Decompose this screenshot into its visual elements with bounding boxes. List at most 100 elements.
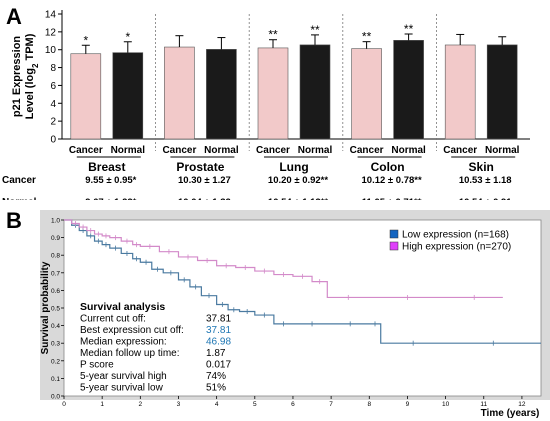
summary-label: 5-year survival high xyxy=(80,371,167,382)
y-tick-label: 0.2 xyxy=(51,358,60,365)
x-tick-label: 11 xyxy=(480,401,487,408)
y-tick-label: 0.6 xyxy=(51,288,60,295)
table-cell-normal: 10.54 ± 1.12** xyxy=(268,197,328,200)
legend-label-high: High expression (n=270) xyxy=(402,242,511,253)
y-tick-label: 4 xyxy=(50,99,56,110)
bar-normal-lung xyxy=(299,44,331,140)
x-tick-label: 8 xyxy=(367,401,371,408)
y-tick-label: 0.5 xyxy=(51,306,60,313)
summary-label: Best expression cut off: xyxy=(80,325,184,336)
panel-b-label: B xyxy=(6,208,22,233)
y-axis-label-line1: p21 Expression xyxy=(11,36,23,118)
table-cell-cancer: 10.20 ± 0.92** xyxy=(268,175,328,186)
bar-label-cancer: Cancer xyxy=(350,145,384,156)
x-tick-label: 3 xyxy=(177,401,181,408)
summary-label: Median follow up time: xyxy=(80,348,180,359)
bar-cancer-lung xyxy=(257,47,289,140)
y-tick-label: 12 xyxy=(45,27,57,38)
table-cell-cancer: 9.55 ± 0.95* xyxy=(85,175,136,186)
y-tick-label: 0.8 xyxy=(51,253,60,260)
significance-mark: ** xyxy=(404,22,414,36)
group-label-lung: Lung xyxy=(279,160,308,174)
summary-label: Current cut off: xyxy=(80,314,146,325)
bar-cancer-breast xyxy=(70,53,102,140)
bar-normal-skin xyxy=(486,44,518,140)
significance-mark: ** xyxy=(268,28,278,42)
y-tick-label: 2 xyxy=(50,117,56,128)
x-axis-label: Time (years) xyxy=(481,408,540,419)
x-tick-label: 4 xyxy=(215,401,219,408)
table-cell-normal: 10.04 ± 1.32 xyxy=(178,197,231,200)
bar-normal-breast xyxy=(112,52,144,140)
table-row-label-cancer: Cancer xyxy=(2,175,36,186)
summary-value: 51% xyxy=(206,383,226,394)
bar-cancer-colon xyxy=(351,48,382,140)
y-tick-label: 10 xyxy=(45,45,57,56)
summary-value: 1.87 xyxy=(206,348,226,359)
x-tick-label: 12 xyxy=(518,401,526,408)
summary-value: 37.81 xyxy=(206,314,231,325)
table-cell-cancer: 10.30 ± 1.27 xyxy=(178,175,231,186)
table-cell-cancer: 10.12 ± 0.78** xyxy=(362,175,422,186)
bar-normal-prostate xyxy=(206,49,237,140)
bar-label-normal: Normal xyxy=(485,145,520,156)
significance-mark: * xyxy=(125,30,130,44)
bar-cancer-prostate xyxy=(164,46,195,140)
bar-label-cancer: Cancer xyxy=(256,145,290,156)
summary-label: P score xyxy=(80,360,114,371)
y-tick-label: 1.0 xyxy=(51,218,60,225)
y-tick-label: 6 xyxy=(50,81,56,92)
summary-label: Median expression: xyxy=(80,337,167,348)
table-cell-normal: 11.05 ± 0.71** xyxy=(362,197,422,200)
significance-mark: ** xyxy=(362,30,372,44)
table-row-label-normal: Normal xyxy=(2,197,37,200)
group-label-skin: Skin xyxy=(469,160,494,174)
y-tick-label: 14 xyxy=(45,10,57,21)
table-cell-normal: 10.54 ± 0.91 xyxy=(459,197,512,200)
x-tick-label: 7 xyxy=(329,401,333,408)
x-tick-label: 10 xyxy=(442,401,450,408)
y-tick-label: 0.9 xyxy=(51,235,60,242)
significance-mark: ** xyxy=(310,23,320,37)
bar-label-normal: Normal xyxy=(298,145,333,156)
expression-bar-chart: p21 Expression Level (log2 TPM) 0 2 4 6 8 10 12 1… xyxy=(2,10,530,200)
y-axis-label: Survival probability xyxy=(40,261,51,354)
summary-title: Survival analysis xyxy=(80,301,165,313)
survival-curve-chart: Survival probability 0.0 0.1 0.2 0.3 0.4 0.5 0.… xyxy=(40,210,550,419)
legend-swatch-high xyxy=(389,241,399,251)
summary-label: 5-year survival low xyxy=(80,383,164,394)
summary-value: 74% xyxy=(206,371,226,382)
bar-cancer-skin xyxy=(444,44,476,140)
bar-label-cancer: Cancer xyxy=(443,145,477,156)
x-tick-label: 2 xyxy=(139,401,143,408)
group-label-breast: Breast xyxy=(88,160,125,174)
x-tick-label: 5 xyxy=(253,401,257,408)
table-cell-normal: 9.67 ± 1.22* xyxy=(85,197,136,200)
summary-value: 37.81 xyxy=(206,325,231,336)
bar-label-normal: Normal xyxy=(204,145,239,156)
y-tick-label: 8 xyxy=(50,63,56,74)
table-cell-cancer: 10.53 ± 1.18 xyxy=(459,175,512,186)
legend-swatch-low xyxy=(389,229,399,239)
x-tick-label: 6 xyxy=(291,401,295,408)
legend-label-low: Low expression (n=168) xyxy=(402,230,509,241)
summary-value: 0.017 xyxy=(206,360,231,371)
y-tick-label: 0.7 xyxy=(51,270,60,277)
y-tick-label: 0 xyxy=(50,135,56,146)
x-tick-label: 1 xyxy=(100,401,104,408)
bar-normal-colon xyxy=(393,40,424,140)
group-label-colon: Colon xyxy=(371,160,405,174)
summary-value: 46.98 xyxy=(206,337,231,348)
y-tick-label: 0.1 xyxy=(51,376,60,383)
x-tick-label: 9 xyxy=(406,401,410,408)
bar-label-cancer: Cancer xyxy=(69,145,103,156)
y-tick-label: 0.4 xyxy=(51,323,60,330)
plot-area xyxy=(63,219,542,397)
significance-mark: * xyxy=(83,33,88,47)
bar-label-cancer: Cancer xyxy=(162,145,196,156)
group-label-prostate: Prostate xyxy=(176,160,224,174)
bar-label-normal: Normal xyxy=(111,145,146,156)
y-axis-label-line2: Level (log2 TPM) xyxy=(24,33,40,119)
panel-a-label: A xyxy=(6,4,22,29)
y-tick-label: 0.0 xyxy=(51,394,60,401)
